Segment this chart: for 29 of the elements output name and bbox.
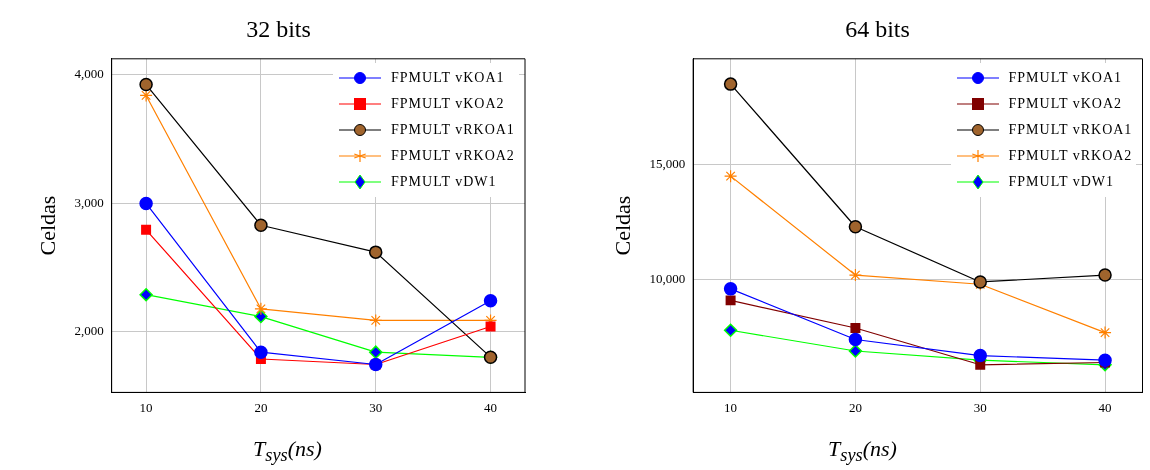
x-tick-label: 30 xyxy=(369,399,383,415)
y-tick-label: 3,000 xyxy=(74,194,104,210)
y-tick-label: 4,000 xyxy=(74,66,104,82)
x-axis-title: T$_{sys}$(ns) xyxy=(252,436,323,467)
legend-label: FPMULT vKOA1 xyxy=(1008,69,1123,86)
legend-label: FPMULT vRKOA2 xyxy=(391,147,515,164)
y-tick-label: 2,000 xyxy=(74,323,104,339)
legend-label: FPMULT vDW1 xyxy=(1008,173,1115,190)
legend-label: FPMULT vKOA1 xyxy=(391,69,505,86)
chart-title: 32 bits xyxy=(246,15,311,42)
legend-label: FPMULT vRKOA2 xyxy=(1008,147,1133,164)
x-tick-label: 20 xyxy=(848,399,862,415)
y-axis-title: Celdas xyxy=(34,195,60,256)
y-axis-title: Celdas xyxy=(609,195,635,256)
y-tick-label: 10,000 xyxy=(649,271,686,287)
legend-label: FPMULT vRKOA1 xyxy=(1008,121,1133,138)
x-tick-label: 20 xyxy=(254,399,268,415)
legend-label: FPMULT vRKOA1 xyxy=(391,121,515,138)
x-axis-title: T$_{sys}$(ns) xyxy=(827,436,898,467)
x-tick-label: 10 xyxy=(139,399,153,415)
chart-title: 64 bits xyxy=(845,15,910,42)
x-tick-label: 40 xyxy=(484,399,498,415)
x-tick-label: 40 xyxy=(1098,399,1112,415)
y-tick-label: 15,000 xyxy=(649,156,686,172)
legend-label: FPMULT vKOA2 xyxy=(1008,95,1123,112)
x-tick-label: 10 xyxy=(724,399,738,415)
x-tick-label: 30 xyxy=(973,399,987,415)
legend-label: FPMULT vDW1 xyxy=(391,173,497,190)
legend-label: FPMULT vKOA2 xyxy=(391,95,505,112)
